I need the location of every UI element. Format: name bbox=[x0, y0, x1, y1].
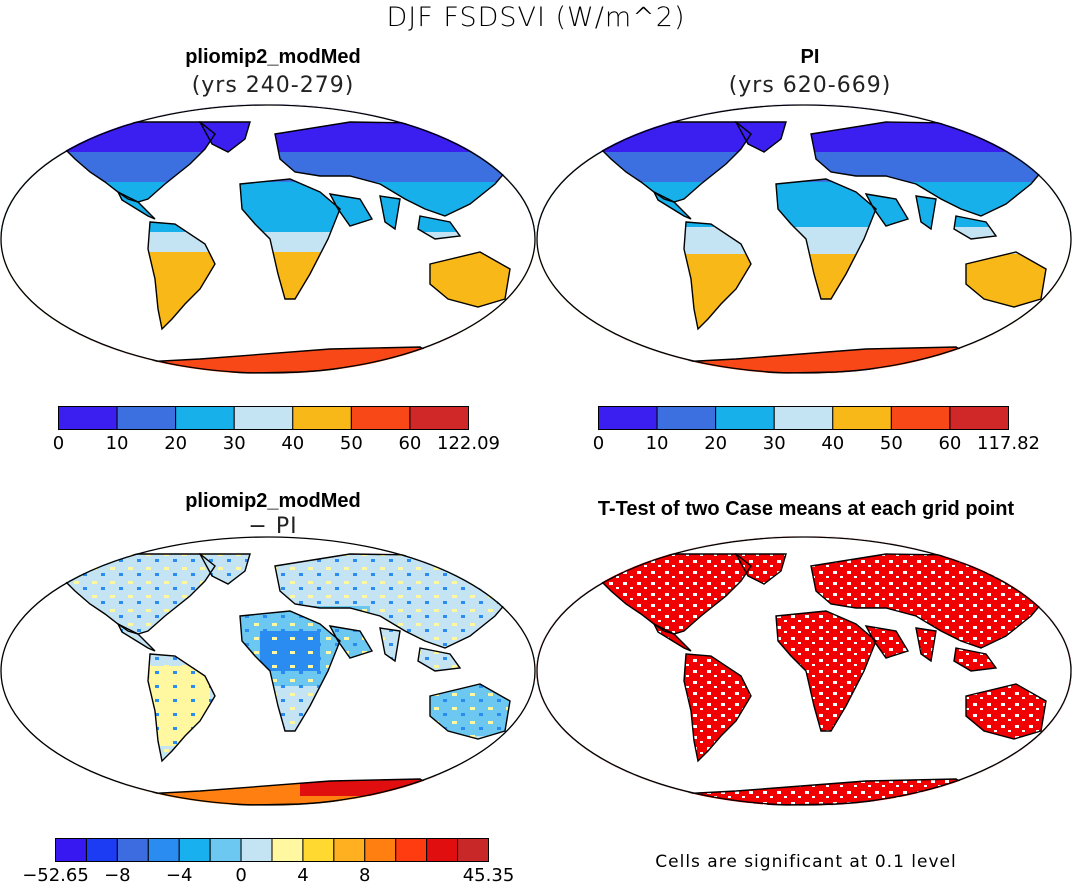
case-tick-label: 0 bbox=[52, 433, 65, 454]
case-map-frame bbox=[0, 104, 536, 374]
control-colorbar: 0 10 20 30 40 50 60 117.82 bbox=[593, 406, 1040, 454]
case-colorbar: 0 10 20 30 40 50 60 122.09 bbox=[53, 406, 500, 454]
diff-tick-label: 0 bbox=[235, 865, 247, 886]
case-tick-label: 122.09 bbox=[437, 433, 500, 454]
case-colorbar-swatches bbox=[58, 406, 469, 430]
case-panel-subtitle: (yrs 240-279) bbox=[191, 73, 355, 98]
significance-note: Cells are significant at 0.1 level bbox=[655, 852, 957, 872]
case-tick-label: 40 bbox=[281, 433, 305, 454]
diff-colorbar: −52.65 −8 −4 0 4 8 45.35 bbox=[22, 838, 514, 886]
colorbar-swatch bbox=[55, 838, 87, 862]
case-panel-title: pliomip2_modMed bbox=[185, 46, 361, 68]
diff-panel-subtitle: − PI bbox=[248, 514, 298, 539]
diff-colorbar-swatches bbox=[55, 838, 489, 862]
diff-tick-label: 8 bbox=[359, 865, 371, 886]
colorbar-swatch bbox=[292, 406, 352, 430]
colorbar-swatch bbox=[333, 838, 366, 862]
colorbar-swatch bbox=[457, 838, 489, 862]
ttest-map bbox=[536, 536, 1072, 806]
colorbar-swatch bbox=[598, 406, 658, 430]
case-tick-label: 60 bbox=[398, 433, 422, 454]
control-panel-subtitle: (yrs 620-669) bbox=[728, 73, 892, 98]
diff-tick-label: −4 bbox=[165, 865, 193, 886]
colorbar-swatch bbox=[233, 406, 294, 430]
colorbar-swatch bbox=[715, 406, 775, 430]
diff-tick-label: 4 bbox=[297, 865, 309, 886]
case-tick-label: 50 bbox=[339, 433, 363, 454]
colorbar-swatch bbox=[364, 838, 397, 862]
colorbar-swatch bbox=[240, 838, 273, 862]
colorbar-swatch bbox=[178, 838, 211, 862]
diff-tick-label: −8 bbox=[104, 865, 131, 886]
diff-tick-label: −52.65 bbox=[22, 865, 89, 886]
control-tick-label: 30 bbox=[762, 433, 786, 454]
colorbar-swatch bbox=[409, 406, 469, 430]
colorbar-swatch bbox=[395, 838, 428, 862]
colorbar-swatch bbox=[773, 406, 834, 430]
colorbar-swatch bbox=[271, 838, 304, 862]
control-tick-label: 50 bbox=[879, 433, 903, 454]
figure-title: DJF FSDSVI (W/m^2) bbox=[386, 2, 686, 33]
control-map-frame bbox=[536, 104, 1072, 374]
colorbar-swatch bbox=[58, 406, 118, 430]
control-panel-title: PI bbox=[800, 46, 820, 68]
control-tick-label: 20 bbox=[704, 433, 728, 454]
control-tick-label: 117.82 bbox=[977, 433, 1040, 454]
control-tick-label: 40 bbox=[821, 433, 845, 454]
colorbar-swatch bbox=[350, 406, 411, 430]
colorbar-swatch bbox=[116, 406, 177, 430]
ttest-panel-title: T-Test of two Case means at each grid po… bbox=[597, 498, 1015, 520]
colorbar-swatch bbox=[832, 406, 892, 430]
colorbar-swatch bbox=[85, 838, 118, 862]
case-map bbox=[0, 104, 536, 374]
colorbar-swatch bbox=[890, 406, 951, 430]
colorbar-swatch bbox=[426, 838, 459, 862]
diff-map bbox=[0, 536, 536, 806]
control-tick-label: 60 bbox=[938, 433, 962, 454]
colorbar-swatch bbox=[175, 406, 235, 430]
colorbar-swatch bbox=[116, 838, 149, 862]
ttest-map-frame bbox=[536, 536, 1072, 806]
case-tick-label: 10 bbox=[105, 433, 129, 454]
diff-panel-title: pliomip2_modMed bbox=[185, 490, 361, 512]
control-tick-label: 0 bbox=[592, 433, 605, 454]
colorbar-swatch bbox=[302, 838, 335, 862]
colorbar-swatch bbox=[656, 406, 717, 430]
colorbar-swatch bbox=[147, 838, 180, 862]
colorbar-swatch bbox=[209, 838, 242, 862]
colorbar-swatch bbox=[949, 406, 1009, 430]
case-tick-label: 20 bbox=[164, 433, 188, 454]
control-colorbar-swatches bbox=[598, 406, 1009, 430]
diff-map-frame bbox=[0, 536, 536, 806]
case-tick-label: 30 bbox=[222, 433, 246, 454]
control-map bbox=[536, 104, 1072, 374]
control-tick-label: 10 bbox=[645, 433, 669, 454]
diff-tick-label: 45.35 bbox=[462, 865, 515, 886]
